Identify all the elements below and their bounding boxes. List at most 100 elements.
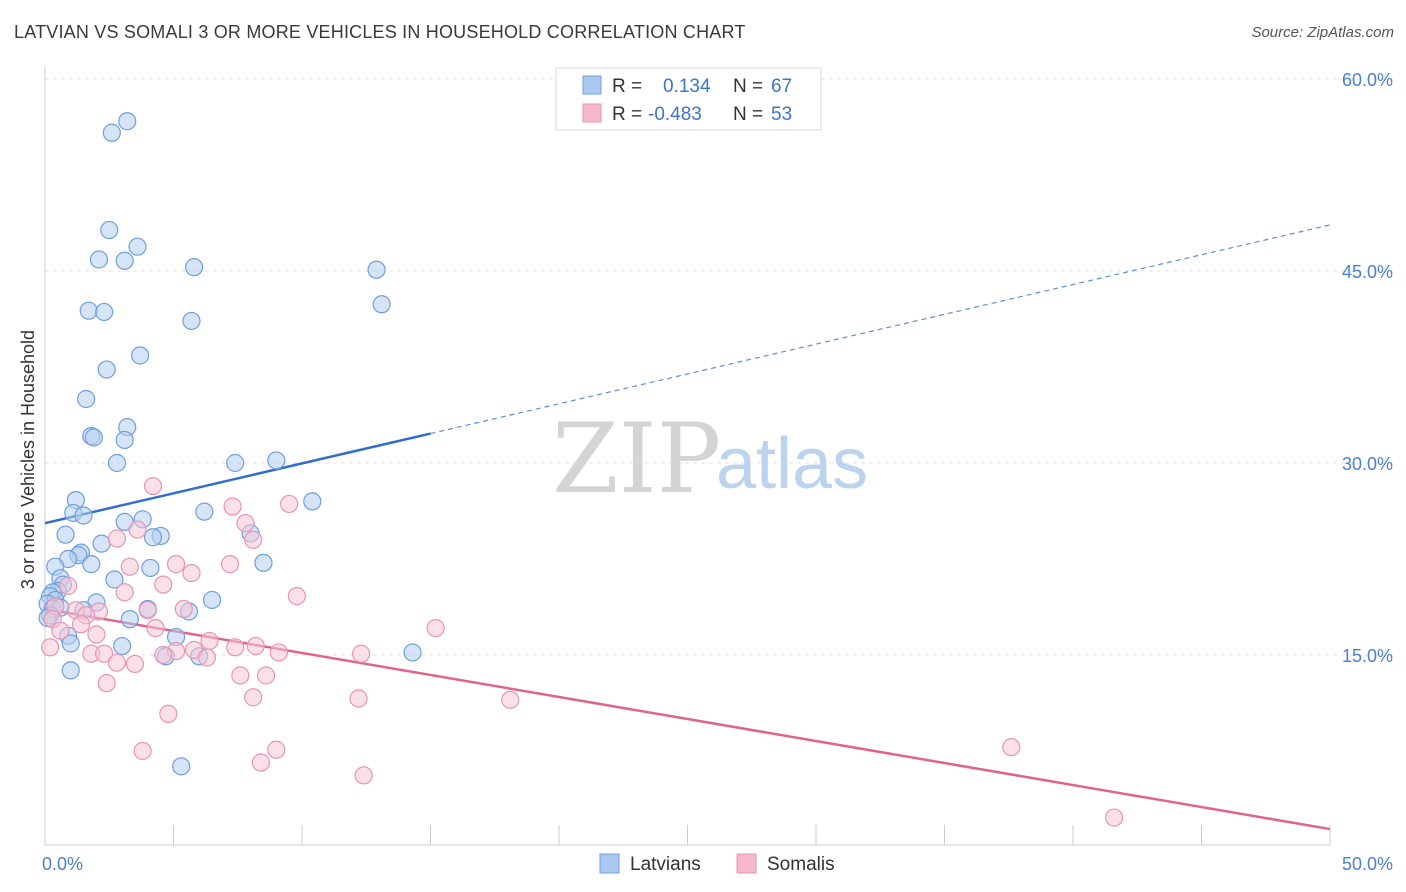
- point-latvians: [115, 251, 134, 270]
- point-latvians: [95, 302, 114, 322]
- point-somalis: [128, 520, 147, 539]
- point-somalis: [146, 619, 165, 638]
- watermark: ZIP atlas: [552, 403, 868, 515]
- point-somalis: [95, 644, 114, 663]
- point-latvians: [143, 528, 163, 547]
- point-somalis: [71, 615, 91, 634]
- y-tick-label: 30.0%: [1342, 454, 1393, 474]
- point-somalis: [51, 621, 70, 640]
- point-latvians: [115, 430, 134, 450]
- point-somalis: [231, 666, 250, 685]
- legend-n-label-latvians: N =: [733, 76, 763, 97]
- point-somalis: [1002, 738, 1021, 757]
- point-somalis: [226, 638, 245, 657]
- point-somalis: [269, 643, 288, 662]
- point-latvians: [403, 643, 422, 662]
- point-somalis: [107, 529, 127, 548]
- series-latvians: [38, 112, 422, 776]
- point-latvians: [172, 757, 191, 776]
- point-somalis: [251, 753, 270, 772]
- point-somalis: [115, 583, 134, 602]
- point-somalis: [246, 636, 265, 656]
- legend-swatch-somalis: [582, 103, 602, 123]
- point-latvians: [77, 389, 96, 409]
- point-somalis: [354, 766, 373, 785]
- point-latvians: [82, 555, 101, 574]
- point-somalis: [426, 619, 445, 638]
- point-somalis: [138, 601, 157, 620]
- watermark-atlas: atlas: [716, 424, 868, 504]
- point-somalis: [223, 497, 242, 516]
- legend-r-value-latvians: 0.134: [663, 76, 711, 97]
- series-legend-swatch-latvians: [599, 853, 620, 874]
- legend-r-label-somalis: R =: [612, 104, 642, 125]
- point-latvians: [56, 525, 75, 544]
- point-latvians: [254, 553, 273, 572]
- point-somalis: [287, 587, 306, 606]
- y-tick-label: 45.0%: [1342, 262, 1393, 282]
- point-latvians: [372, 295, 391, 314]
- point-somalis: [97, 674, 116, 693]
- point-latvians: [107, 453, 127, 473]
- legend-r-label-latvians: R =: [612, 76, 642, 97]
- point-latvians: [202, 590, 222, 610]
- y-axis-label: 3 or more Vehicles in Household: [18, 330, 38, 589]
- chart-title: LATVIAN VS SOMALI 3 OR MORE VEHICLES IN …: [14, 22, 746, 42]
- point-somalis: [120, 557, 139, 576]
- point-somalis: [125, 654, 145, 674]
- point-somalis: [1105, 808, 1124, 827]
- point-somalis: [197, 648, 217, 667]
- point-latvians: [112, 636, 132, 656]
- legend-swatch-latvians: [582, 75, 602, 95]
- point-somalis: [280, 494, 299, 514]
- series-legend: Latvians Somalis: [599, 853, 835, 875]
- y-tick-label: 60.0%: [1342, 70, 1393, 90]
- point-somalis: [87, 625, 106, 644]
- point-latvians: [61, 661, 80, 680]
- point-somalis: [154, 575, 173, 594]
- x-tick-label: 0.0%: [42, 854, 83, 874]
- point-latvians: [74, 506, 93, 525]
- point-somalis: [133, 741, 152, 761]
- point-latvians: [128, 237, 147, 256]
- point-latvians: [79, 301, 98, 320]
- point-latvians: [303, 492, 322, 511]
- series-legend-label-somalis: Somalis: [767, 854, 835, 875]
- x-tick-label: 50.0%: [1342, 854, 1393, 874]
- point-latvians: [141, 558, 160, 578]
- y-tick-label: 15.0%: [1342, 646, 1393, 666]
- gridlines: [45, 78, 1393, 656]
- watermark-zip: ZIP: [552, 403, 721, 515]
- point-latvians: [184, 258, 204, 277]
- point-latvians: [130, 346, 150, 365]
- point-latvians: [226, 453, 245, 473]
- legend-n-value-somalis: 53: [771, 104, 792, 125]
- point-latvians: [84, 428, 103, 447]
- series-somalis: [41, 476, 1124, 827]
- point-latvians: [120, 610, 139, 629]
- series-legend-swatch-somalis: [736, 853, 757, 874]
- point-latvians: [61, 634, 80, 653]
- trend-line-latvians: [44, 432, 431, 525]
- legend-n-value-latvians: 67: [771, 76, 792, 97]
- point-latvians: [182, 311, 201, 331]
- point-latvians: [367, 260, 386, 279]
- point-somalis: [174, 599, 193, 619]
- point-latvians: [92, 534, 111, 553]
- point-somalis: [166, 555, 186, 574]
- point-somalis: [501, 690, 520, 709]
- axes: [44, 67, 1331, 846]
- point-somalis: [236, 514, 255, 533]
- point-latvians: [267, 451, 286, 470]
- point-somalis: [154, 645, 173, 665]
- point-somalis: [107, 653, 127, 672]
- point-latvians: [118, 112, 137, 131]
- point-latvians: [89, 250, 109, 269]
- point-somalis: [200, 631, 219, 651]
- data-points: [38, 112, 1124, 827]
- trend-line-latvians-extrapolated: [430, 224, 1331, 435]
- correlation-legend: R = 0.134 N = 67 R = -0.483 N = 53: [555, 67, 822, 131]
- point-somalis: [220, 555, 240, 574]
- point-latvians: [105, 570, 124, 589]
